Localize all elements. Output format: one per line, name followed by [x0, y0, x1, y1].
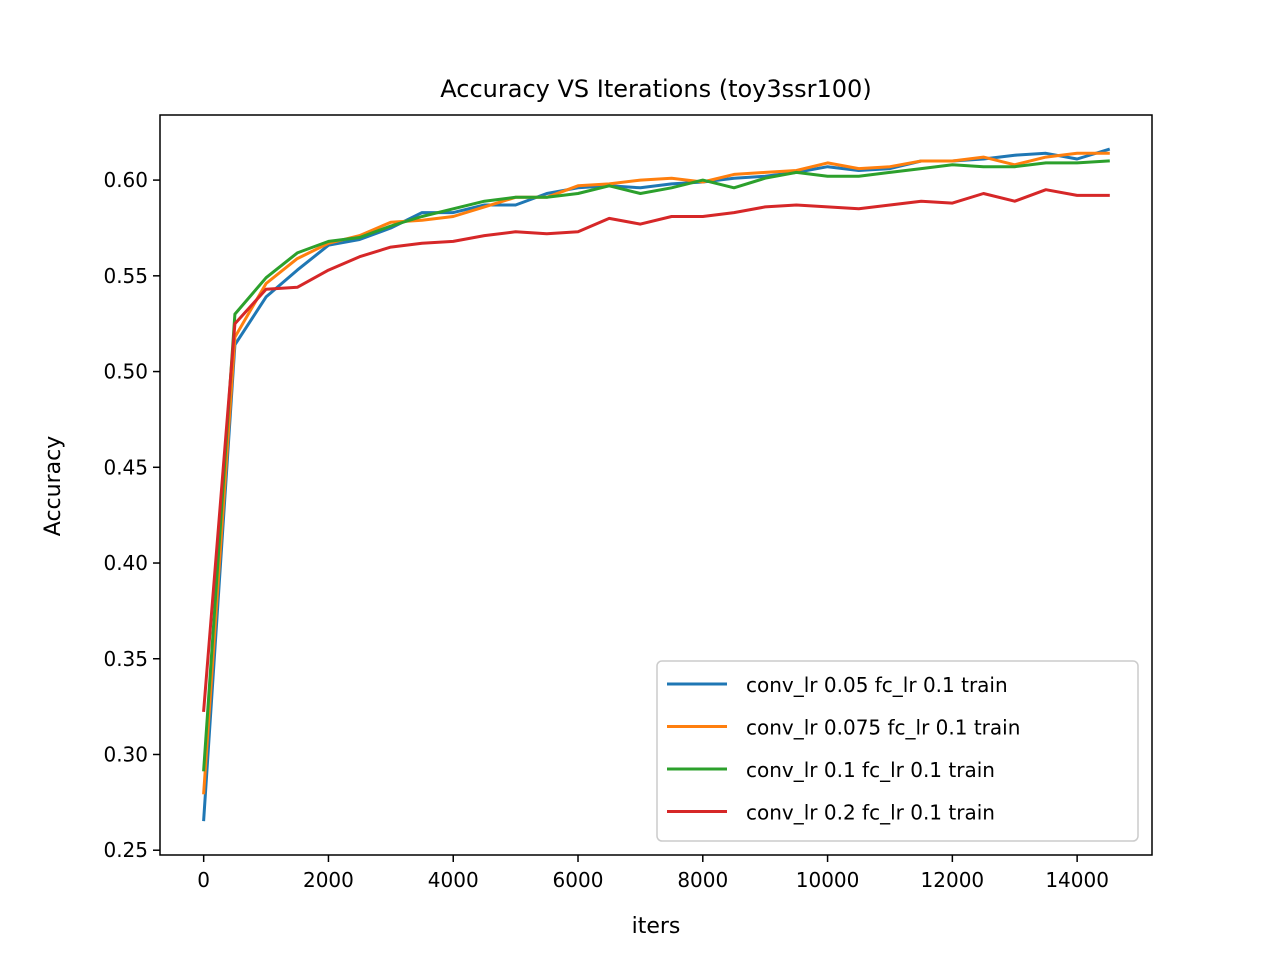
x-tick-label: 6000 [553, 868, 604, 892]
x-tick-label: 14000 [1045, 868, 1109, 892]
legend-item: conv_lr 0.05 fc_lr 0.1 train [667, 673, 1008, 697]
y-tick-label: 0.55 [103, 264, 148, 288]
legend-item: conv_lr 0.2 fc_lr 0.1 train [667, 801, 995, 825]
legend-label: conv_lr 0.2 fc_lr 0.1 train [746, 801, 995, 825]
y-tick-label: 0.40 [103, 551, 148, 575]
legend-item: conv_lr 0.075 fc_lr 0.1 train [667, 716, 1020, 740]
x-tick-label: 2000 [303, 868, 354, 892]
y-tick-label: 0.25 [103, 838, 148, 862]
x-axis: 0 2000 4000 6000 8000 10000 12000 14000 [197, 855, 1109, 892]
x-tick-label: 4000 [428, 868, 479, 892]
y-tick-label: 0.30 [103, 742, 148, 766]
legend-label: conv_lr 0.075 fc_lr 0.1 train [746, 716, 1020, 740]
y-axis: 0.25 0.30 0.35 0.40 0.45 0.50 0.55 0.60 [103, 168, 160, 862]
x-tick-label: 12000 [921, 868, 985, 892]
x-tick-label: 0 [197, 868, 210, 892]
plot-frame [159, 114, 1153, 856]
legend-label: conv_lr 0.05 fc_lr 0.1 train [746, 673, 1008, 697]
y-tick-label: 0.60 [103, 168, 148, 192]
y-tick-label: 0.35 [103, 647, 148, 671]
y-tick-label: 0.50 [103, 360, 148, 384]
plot-area [202, 147, 1111, 822]
legend-box [656, 660, 1139, 842]
chart-title: Accuracy VS Iterations (toy3ssr100) [440, 75, 871, 103]
series-line-3 [202, 159, 1110, 772]
series-line-4 [202, 188, 1110, 713]
y-tick-label: 0.45 [103, 455, 148, 479]
y-axis-label: Accuracy [41, 436, 66, 536]
x-tick-label: 10000 [796, 868, 860, 892]
x-tick-label: 8000 [677, 868, 728, 892]
legend: conv_lr 0.05 fc_lr 0.1 train conv_lr 0.07… [656, 660, 1139, 842]
legend-label: conv_lr 0.1 fc_lr 0.1 train [746, 758, 995, 782]
x-axis-label: iters [632, 914, 681, 939]
legend-item: conv_lr 0.1 fc_lr 0.1 train [667, 758, 995, 782]
